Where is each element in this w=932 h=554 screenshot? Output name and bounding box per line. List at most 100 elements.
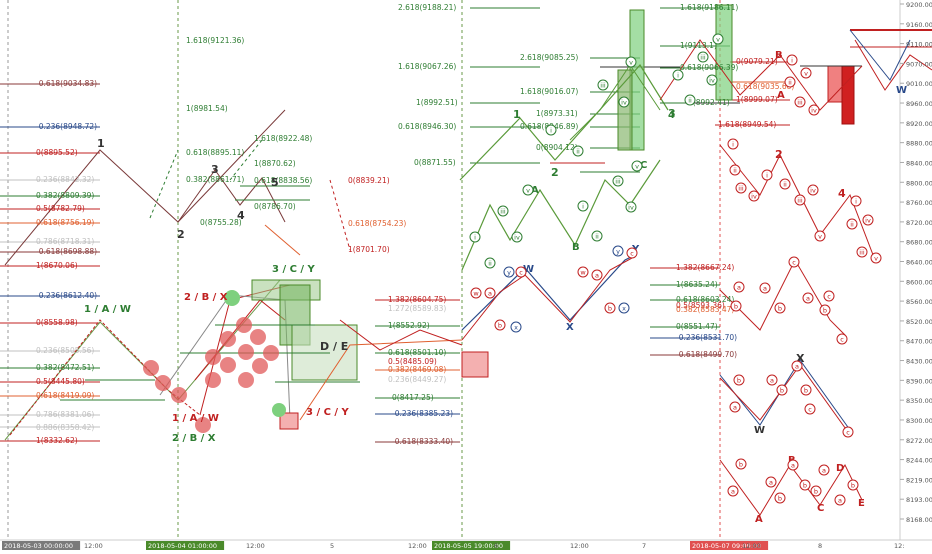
fib-level-label: 0.5(8782.79) <box>36 204 85 213</box>
subwave-marker-label: ii <box>788 79 792 87</box>
fib-level-label: 0(8755.28) <box>200 218 242 227</box>
subwave-marker-label: iii <box>797 99 803 107</box>
fib-level-label: 2.618(9085.25) <box>520 53 578 62</box>
subwave-marker <box>776 384 788 396</box>
subwave-marker-label: ii <box>850 221 854 229</box>
price-tick-label: 8219.00 <box>906 476 932 484</box>
subwave-marker-label: v <box>629 59 633 67</box>
projection-dot <box>236 317 252 333</box>
fib-level-label: 0(9079.21) <box>736 57 778 66</box>
subwave-marker <box>766 374 778 386</box>
subwave-marker-label: ii <box>595 233 599 241</box>
fib-level-label: 0.236(8842.32) <box>36 175 94 184</box>
subwave-marker-label: iv <box>628 204 634 212</box>
fib-level-label: 1(8332.62) <box>36 436 78 445</box>
fib-level-label: 0.786(8718.31) <box>36 237 94 246</box>
subwave-marker <box>522 184 534 196</box>
subwave-marker-label: iii <box>859 249 865 257</box>
subwave-marker <box>727 485 739 497</box>
price-tick-label: 8272.00 <box>906 437 932 445</box>
subwave-marker <box>591 230 603 242</box>
fib-level-label: 0(8992.41) <box>688 98 730 107</box>
wave-label: E <box>858 498 865 509</box>
subwave-marker <box>834 494 846 506</box>
subwave-marker <box>484 287 496 299</box>
fib-level-label: 1.618(9121.36) <box>186 36 244 45</box>
wave-label: 4 <box>668 110 675 121</box>
subwave-marker <box>672 69 684 81</box>
subwave-marker-label: b <box>823 307 827 315</box>
fib-grid-left <box>0 83 165 442</box>
subwave-marker-label: b <box>734 303 738 311</box>
subwave-marker-label: v <box>874 255 878 263</box>
subwave-marker-label: ii <box>576 148 580 156</box>
fib-grid-middle <box>299 299 489 443</box>
price-tick-label: 9160.00 <box>906 21 932 29</box>
price-tick-label: 8390.00 <box>906 377 932 385</box>
time-tick-label: 12: <box>894 542 904 550</box>
fib-level-label: 0.886(8358.42) <box>36 423 94 432</box>
subwave-marker <box>577 266 589 278</box>
subwave-marker <box>597 79 609 91</box>
fib-level-label: -0.236(8948.72) <box>36 122 97 131</box>
fib-grid-right <box>650 4 932 516</box>
session-date-badge <box>146 541 225 550</box>
fib-level-label: 1.618(9067.26) <box>398 62 456 71</box>
subwave-marker-label: c <box>840 336 844 344</box>
subwave-marker-label: c <box>630 250 634 258</box>
subwave-marker-label: b <box>803 482 807 490</box>
subwave-marker <box>494 319 506 331</box>
subwave-marker <box>515 266 527 278</box>
subwave-marker-label: a <box>795 363 799 371</box>
fib-level-label: 1(8992.51) <box>416 98 458 107</box>
fib-level-label: 2.618(9188.21) <box>398 3 456 12</box>
price-tick-label: 8720.00 <box>906 219 932 227</box>
fib-level-label: 0(8839.21) <box>348 176 390 185</box>
subwave-marker <box>577 200 589 212</box>
subwave-marker-label: i <box>474 234 476 242</box>
subwave-marker-label: iii <box>600 82 606 90</box>
subwave-marker-label: iv <box>810 187 816 195</box>
zone-boxes-left <box>180 279 360 430</box>
session-date-badge <box>690 541 769 550</box>
fib-level-label: 0.786(8381.06) <box>36 410 94 419</box>
time-tick-label: 7 <box>642 542 646 550</box>
wave-label: 3 / C / Y <box>272 264 316 275</box>
subwave-marker-label: a <box>737 284 741 292</box>
subwave-marker-label: iv <box>514 234 520 242</box>
subwave-marker-label: a <box>763 285 767 293</box>
subwave-marker <box>788 256 800 268</box>
subwave-marker-label: y <box>616 248 620 256</box>
subwave-marker-label: v <box>818 233 822 241</box>
price-tick-label: 8193.00 <box>906 496 932 504</box>
subwave-marker-label: a <box>733 404 737 412</box>
subwave-marker <box>618 302 630 314</box>
fib-level-label: 0(8895.52) <box>36 148 78 157</box>
projection-dot <box>224 290 240 306</box>
projection-dot <box>272 403 286 417</box>
subwave-marker <box>784 76 796 88</box>
fib-level-label: 0.618(8754.23) <box>348 219 406 228</box>
price-tick-label: 8880.00 <box>906 140 932 148</box>
fib-level-label: 0(8871.55) <box>414 158 456 167</box>
subwave-marker <box>799 479 811 491</box>
fib-level-label: 1.618(9016.07) <box>520 87 578 96</box>
subwave-marker-label: iii <box>700 54 706 62</box>
subwave-marker <box>800 67 812 79</box>
price-axis: 9200.00 9160.00 9110.00 9070.00 9010.00 8960.… <box>900 1 932 524</box>
subwave-marker-label: b <box>739 461 743 469</box>
time-tick-label: 12:00 <box>408 542 427 550</box>
wave-label: 3 <box>668 107 676 120</box>
subwave-marker <box>631 160 643 172</box>
subwave-marker <box>856 246 868 258</box>
projection-dot <box>252 358 268 374</box>
session-date-badge <box>2 541 81 550</box>
subwave-marker <box>712 33 724 45</box>
subwave-marker-label: c <box>846 429 850 437</box>
fib-level-label: 0.236(8449.27) <box>388 375 446 384</box>
fib-level-label: 1.618(8922.48) <box>254 134 312 143</box>
